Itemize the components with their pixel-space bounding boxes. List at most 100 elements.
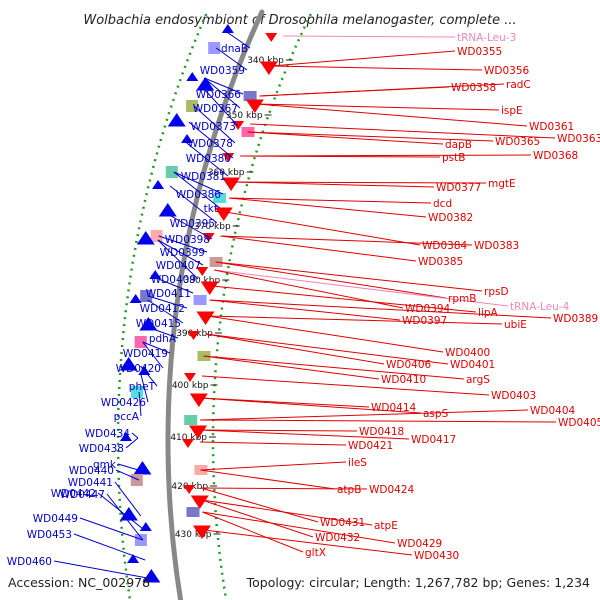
ruler-tick-label: 370 kbp [194, 222, 231, 232]
forward-gene-arrow [127, 554, 140, 563]
forward-leader-line [140, 365, 158, 387]
gene-block [134, 534, 147, 546]
reverse-leader-line [201, 499, 373, 526]
reverse-gene-label: WD0417 [411, 434, 456, 446]
reverse-leader-line [250, 123, 556, 139]
genome-backbone [165, 9, 265, 600]
forward-leader-line [204, 77, 244, 95]
reverse-gene-arrow [190, 495, 209, 509]
reverse-gene-label: WD0430 [414, 550, 459, 562]
forward-leader-line [114, 481, 142, 517]
forward-gene-arrow [120, 432, 133, 441]
reverse-leader-line [270, 50, 456, 67]
reverse-leader-line [202, 511, 304, 553]
forward-gene-label: WD0453 [27, 529, 72, 541]
reverse-leader-line [203, 529, 413, 556]
ruler-tick-label: 340 kbp [247, 56, 284, 66]
trna-leader-line [283, 35, 456, 38]
forward-leader-line [173, 171, 221, 209]
reverse-leader-line [199, 441, 347, 446]
forward-leader-line [151, 275, 194, 294]
trna-label: tRNA-Leu-3 [457, 32, 516, 44]
gene-block [186, 507, 200, 517]
gene-block [184, 415, 198, 425]
forward-leader-line [106, 493, 144, 541]
reverse-gene-label: WD0355 [457, 46, 502, 58]
forward-leader-line [117, 463, 139, 471]
reverse-leader-line [240, 154, 532, 157]
forward-leader-line [131, 432, 139, 439]
reverse-leader-line [201, 487, 368, 490]
reverse-leader-line [200, 469, 336, 490]
reverse-leader-line [200, 409, 529, 421]
reverse-gene-label: WD0389 [553, 313, 598, 325]
forward-leader-line [147, 299, 184, 324]
reverse-gene-arrow [192, 525, 211, 539]
gene-block [213, 193, 227, 203]
reverse-gene-label: WD0365 [495, 136, 540, 148]
reverse-gene-label: dcd [433, 198, 452, 210]
forward-gene-label: WD0367 [193, 103, 238, 115]
gene-block [131, 386, 144, 398]
reverse-gene-label: argS [466, 374, 490, 386]
reverse-gene-label: WD0418 [359, 426, 404, 438]
reverse-gene-label: WD0394 [405, 303, 451, 315]
forward-gene-label: WD0447 [60, 489, 105, 501]
forward-leader-line [158, 235, 208, 253]
reverse-gene-label: radC [506, 79, 531, 91]
reverse-leader-line [220, 235, 417, 262]
forward-gene-label: tkt [204, 203, 218, 215]
reverse-leader-line [207, 315, 503, 325]
forward-leader-line [193, 105, 236, 144]
reverse-gene-label: aspS [423, 408, 449, 420]
reverse-leader-line [229, 197, 432, 204]
reverse-leader-line [209, 299, 401, 321]
reverse-gene-arrow [189, 425, 208, 439]
reverse-leader-line [225, 211, 421, 246]
reverse-leader-line [247, 131, 444, 145]
forward-leader-line [182, 139, 229, 177]
reverse-leader-line [203, 355, 465, 380]
forward-leader-line [142, 341, 164, 369]
genome-summary-text: Topology: circular; Length: 1,267,782 bp… [246, 575, 590, 590]
reverse-leader-line [215, 261, 447, 299]
reverse-leader-line [207, 315, 444, 353]
gene-block [150, 230, 163, 242]
forward-gene-label: WD0440 [69, 465, 114, 477]
gene-block [243, 91, 257, 101]
reverse-leader-line [199, 429, 358, 432]
forward-gene-arrow [133, 461, 152, 475]
reverse-leader-line [270, 65, 483, 71]
forward-leader-line [163, 211, 213, 240]
reverse-leader-line [247, 131, 494, 142]
reverse-leader-line [202, 511, 396, 544]
gene-block [134, 336, 147, 348]
reverse-gene-label: WD0363 [557, 133, 600, 145]
forward-gene-label: WD0426 [101, 397, 147, 409]
reverse-leader-line [220, 235, 473, 246]
reverse-gene-label: WD0400 [445, 347, 490, 359]
reverse-gene-label: WD0424 [369, 484, 415, 496]
ruler-tick-label: 360 kbp [208, 168, 245, 178]
forward-gene-label: WD0366 [196, 89, 242, 101]
forward-leader-line [53, 560, 148, 579]
forward-leader-line [169, 185, 218, 224]
reverse-gene-label: WD0356 [484, 65, 530, 77]
reverse-leader-line [256, 103, 528, 127]
reverse-gene-label: WD0384 [422, 240, 468, 252]
reverse-gene-arrow [259, 61, 278, 75]
forward-leader-line [223, 29, 251, 49]
forward-gene-label: WD0460 [7, 556, 52, 568]
forward-gene-label: WD0442 [51, 488, 96, 500]
forward-gene-label: pccA [114, 411, 140, 423]
forward-leader-line [73, 533, 146, 561]
forward-gene-label: WD0380 [186, 153, 231, 165]
forward-gene-arrow [158, 203, 177, 217]
forward-gene-label: WD0438 [79, 443, 124, 455]
reverse-leader-line [205, 333, 449, 365]
gene-block [186, 100, 199, 112]
reverse-gene-label: WD0404 [530, 405, 576, 417]
forward-gene-arrow [196, 77, 215, 91]
forward-gene-label: WD0407 [156, 260, 201, 272]
reverse-leader-line [205, 333, 385, 365]
